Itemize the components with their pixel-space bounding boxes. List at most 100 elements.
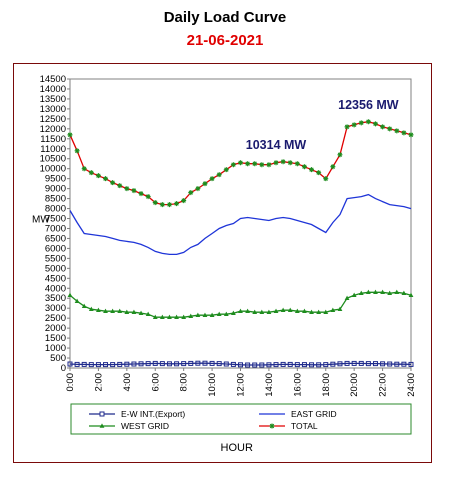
legend-label: EAST GRID xyxy=(291,409,337,419)
data-point xyxy=(380,289,385,295)
data-point xyxy=(287,160,293,166)
data-point xyxy=(408,292,414,298)
data-point xyxy=(394,289,400,295)
data-point xyxy=(216,172,222,178)
data-point xyxy=(401,130,407,136)
y-tick-label: 4000 xyxy=(45,283,66,294)
data-point xyxy=(294,362,300,368)
data-point xyxy=(195,186,201,192)
data-point xyxy=(202,360,208,366)
data-point xyxy=(209,360,215,366)
data-point xyxy=(330,164,336,170)
data-point xyxy=(330,307,336,312)
x-axis-label: HOUR xyxy=(221,442,253,454)
data-point xyxy=(131,361,137,367)
data-point xyxy=(365,119,371,125)
y-tick-label: 8500 xyxy=(45,194,66,205)
x-tick-label: 18:00 xyxy=(321,373,332,397)
y-tick-label: 6000 xyxy=(45,243,66,254)
data-point xyxy=(280,361,286,367)
data-point xyxy=(67,132,73,138)
y-tick-label: 5500 xyxy=(45,253,66,264)
data-point xyxy=(373,289,378,295)
series-line-0 xyxy=(69,362,412,366)
y-tick-label: 9000 xyxy=(45,184,66,195)
data-point xyxy=(74,361,80,367)
data-point xyxy=(287,307,293,312)
data-point xyxy=(152,200,158,206)
data-point xyxy=(323,176,329,182)
data-point xyxy=(365,289,371,295)
data-point xyxy=(252,309,258,314)
data-point xyxy=(166,361,172,367)
legend-box xyxy=(70,403,412,435)
data-point xyxy=(309,362,315,368)
y-tick-label: 8000 xyxy=(45,204,66,215)
data-point xyxy=(302,308,307,313)
data-point xyxy=(131,309,137,314)
data-point xyxy=(408,132,414,138)
data-point xyxy=(117,361,123,367)
data-point xyxy=(145,311,151,316)
data-point xyxy=(351,360,357,366)
data-point xyxy=(181,198,187,204)
data-point xyxy=(223,361,229,367)
x-tick-label: 8:00 xyxy=(179,373,190,392)
data-point xyxy=(110,308,116,313)
x-tick-label: 16:00 xyxy=(292,373,303,397)
data-point xyxy=(124,186,130,192)
data-point xyxy=(81,361,87,367)
data-point xyxy=(152,360,158,366)
data-point xyxy=(394,128,400,134)
data-point xyxy=(287,361,293,367)
data-point xyxy=(209,176,215,182)
data-point xyxy=(209,312,215,317)
data-point xyxy=(323,362,329,368)
data-point xyxy=(301,164,307,170)
x-tick-label: 14:00 xyxy=(264,373,275,397)
data-point xyxy=(365,361,371,367)
x-tick-label: 20:00 xyxy=(349,373,360,397)
x-tick-label: 6:00 xyxy=(150,373,161,392)
data-point xyxy=(202,181,208,187)
series-line-1 xyxy=(69,193,412,256)
data-point xyxy=(245,362,251,368)
y-tick-label: 10000 xyxy=(40,164,66,175)
chart-date: 21-06-2021 xyxy=(186,32,264,49)
x-tick-label: 4:00 xyxy=(122,373,133,392)
chart-frame: 0 500 1000 1500 2000 2500 3000 3500 4000 4500 5000… xyxy=(13,63,432,463)
data-point xyxy=(223,167,229,173)
data-point xyxy=(245,161,251,167)
y-tick-label: 9500 xyxy=(45,174,66,185)
data-point xyxy=(103,362,109,368)
y-tick-label: 12500 xyxy=(40,114,66,125)
data-point xyxy=(74,298,80,304)
x-tick-label: 24:00 xyxy=(406,373,417,397)
data-point xyxy=(344,360,350,366)
peak-annotation: 10314 MW xyxy=(246,138,307,152)
data-point xyxy=(230,162,236,168)
data-point xyxy=(195,312,201,317)
data-point xyxy=(337,152,343,158)
data-point xyxy=(124,361,130,367)
y-tick-label: 2500 xyxy=(45,313,66,324)
data-point xyxy=(351,292,357,298)
data-point xyxy=(88,170,94,176)
data-point xyxy=(195,360,201,366)
peak-annotation: 12356 MW xyxy=(338,98,399,112)
data-point xyxy=(238,160,243,166)
y-tick-label: 4500 xyxy=(45,273,66,284)
x-tick-label: 22:00 xyxy=(378,373,389,397)
data-point xyxy=(223,311,229,316)
data-point xyxy=(273,362,279,368)
data-point xyxy=(259,309,265,314)
series-line-2 xyxy=(69,291,412,318)
y-tick-label: 7000 xyxy=(45,223,66,234)
data-point xyxy=(408,361,414,367)
data-point xyxy=(280,159,286,165)
y-tick-label: 3000 xyxy=(45,303,66,314)
legend-label: WEST GRID xyxy=(121,421,169,431)
legend-marker xyxy=(99,411,105,417)
data-point xyxy=(401,290,407,296)
data-point xyxy=(159,202,165,208)
